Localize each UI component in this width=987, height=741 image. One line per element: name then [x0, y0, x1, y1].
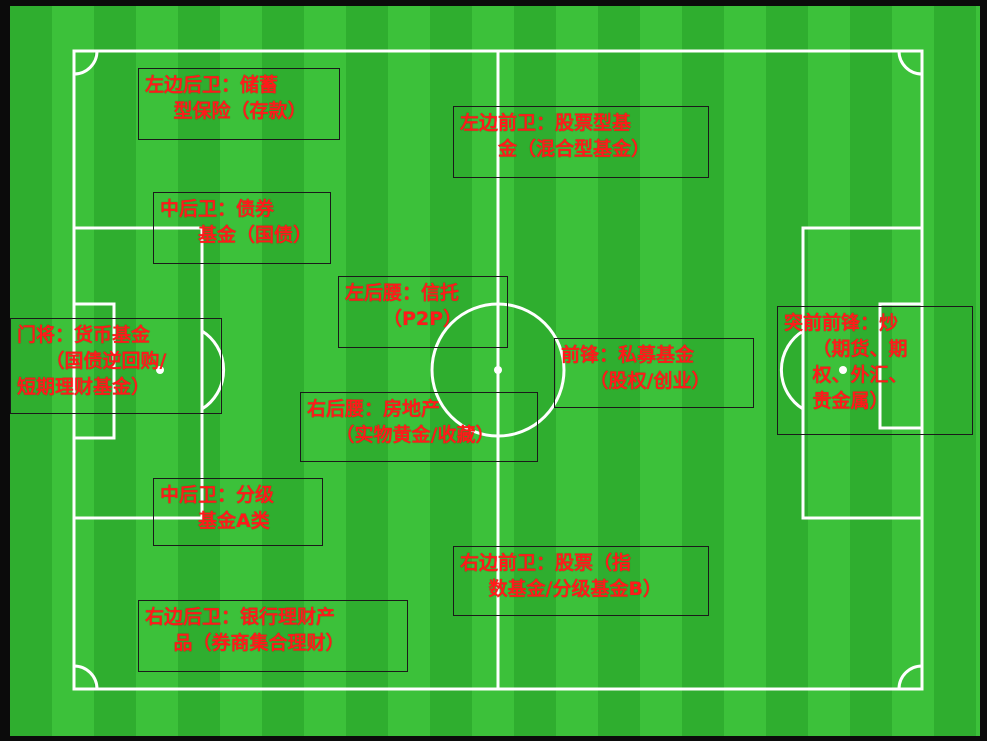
position-text: 权、外汇、	[812, 364, 908, 386]
position-text: （P2P）	[383, 308, 463, 330]
center-circle	[430, 302, 566, 438]
position-text: （期货、期	[812, 338, 908, 360]
position-text: 右边前卫：股票（指	[460, 552, 632, 574]
position-text: 型保险（存款）	[173, 100, 307, 122]
position-goalkeeper: 门将：货币基金 （国债逆回购/ 短期理财基金）	[10, 318, 222, 414]
right-penalty-spot	[839, 366, 847, 374]
position-text: 品（券商集合理财）	[173, 632, 345, 654]
position-text: 金（混合型基金）	[498, 138, 651, 160]
position-text: （股权/创业）	[589, 370, 711, 392]
position-text: 左边前卫：股票型基	[460, 112, 632, 134]
left-goal-area	[72, 302, 116, 440]
corner-arc-bottom-right	[897, 664, 923, 690]
position-text: （实物黄金/收藏）	[335, 424, 495, 446]
center-spot	[494, 366, 502, 374]
position-text: 基金（国债）	[198, 224, 313, 246]
pitch-markings	[72, 49, 924, 691]
position-left-defensive-mid: 左后腰：信托 （P2P）	[338, 276, 508, 348]
position-text: 数基金/分级基金B）	[488, 578, 662, 600]
position-right-defensive-mid: 右后腰：房地产 （实物黄金/收藏）	[300, 392, 538, 462]
position-text: 左边后卫：储蓄	[145, 74, 279, 96]
right-penalty-arc	[779, 329, 804, 411]
corner-arc-top-right	[897, 50, 923, 76]
position-text: 贵金属）	[812, 390, 889, 412]
position-text: 基金A类	[198, 510, 270, 532]
position-forward: 前锋：私募基金 （股权/创业）	[554, 338, 754, 408]
position-text: （国债逆回购/	[45, 350, 167, 372]
position-striker: 突前前锋：炒 （期货、期 权、外汇、 贵金属）	[777, 306, 973, 435]
position-text: 门将：货币基金	[17, 324, 151, 346]
corner-arc-bottom-left	[73, 664, 99, 690]
position-text: 短期理财基金）	[17, 376, 151, 398]
position-center-back-upper: 中后卫：债券 基金（国债）	[153, 192, 331, 264]
position-text: 中后卫：分级	[160, 484, 275, 506]
right-goal-area	[878, 302, 924, 430]
position-right-back: 右边后卫：银行理财产 品（券商集合理财）	[138, 600, 408, 672]
football-pitch: 左边后卫：储蓄 型保险（存款） 左边前卫：股票型基 金（混合型基金） 中后卫：债…	[10, 6, 980, 736]
position-text: 右后腰：房地产	[307, 398, 441, 420]
position-text: 右边后卫：银行理财产	[145, 606, 336, 628]
left-penalty-spot	[156, 366, 164, 374]
corner-arc-top-left	[73, 50, 99, 76]
left-penalty-arc	[201, 329, 226, 411]
position-text: 突前前锋：炒	[784, 312, 899, 334]
position-left-back: 左边后卫：储蓄 型保险（存款）	[138, 68, 340, 140]
position-left-midfield: 左边前卫：股票型基 金（混合型基金）	[453, 106, 709, 178]
position-center-back-lower: 中后卫：分级 基金A类	[153, 478, 323, 546]
position-text: 左后腰：信托	[345, 282, 460, 304]
position-right-midfield: 右边前卫：股票（指 数基金/分级基金B）	[453, 546, 709, 616]
position-text: 前锋：私募基金	[561, 344, 695, 366]
position-text: 中后卫：债券	[160, 198, 275, 220]
